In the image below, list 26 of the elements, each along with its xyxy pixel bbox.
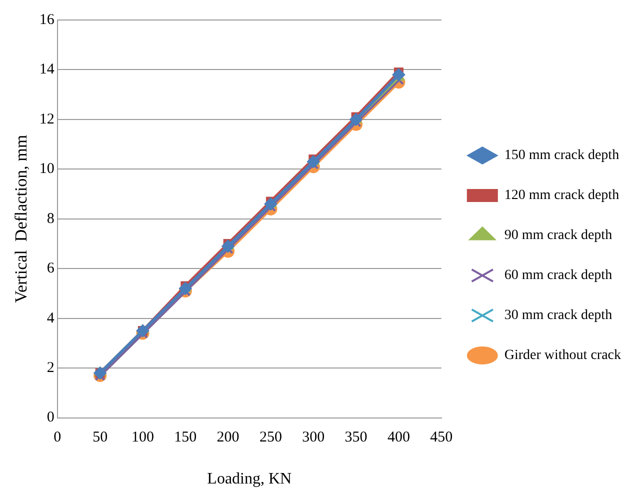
x-axis-title: Loading, KN <box>207 470 292 488</box>
legend-label: 90 mm crack depth <box>504 228 612 244</box>
x-tick-label: 350 <box>344 430 368 446</box>
y-tick-label: 12 <box>39 111 54 128</box>
legend-label: 30 mm crack depth <box>504 308 612 324</box>
y-axis-title: Vertical Deflaction, mm <box>12 134 31 303</box>
y-tick-label: 8 <box>46 210 54 227</box>
x-tick-label: 450 <box>430 430 453 446</box>
y-tick-label: 16 <box>39 12 55 28</box>
y-tick-label: 2 <box>46 360 54 376</box>
x-tick-label: 200 <box>216 430 240 446</box>
legend-label: 60 mm crack depth <box>504 268 612 284</box>
y-tick-label: 14 <box>39 62 55 78</box>
x-tick-label: 150 <box>174 430 197 446</box>
x-tick-label: 100 <box>131 430 154 446</box>
x-tick-label: 50 <box>92 430 108 446</box>
x-tick-label: 250 <box>259 430 282 446</box>
legend-label: 150 mm crack depth <box>504 148 620 164</box>
y-tick-label: 6 <box>46 260 55 277</box>
y-tick-label: 4 <box>46 310 55 326</box>
y-tick-label: 0 <box>46 410 54 426</box>
legend-label: Girder without crack <box>504 348 622 364</box>
legend-label: 120 mm crack depth <box>504 188 620 204</box>
x-tick-label: 300 <box>302 430 325 446</box>
y-tick-label: 10 <box>39 161 54 178</box>
x-tick-label: 400 <box>387 430 410 446</box>
